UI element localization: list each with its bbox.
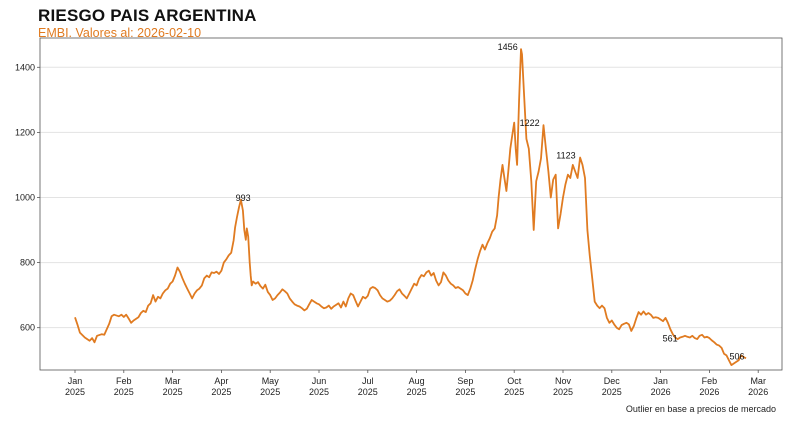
x-tick-label-month: Jul (362, 376, 374, 386)
x-tick-label-month: May (262, 376, 280, 386)
x-tick-label-year: 2025 (114, 387, 134, 397)
x-tick-label-year: 2025 (504, 387, 524, 397)
chart-subtitle: EMBI. Valores al: 2026-02-10 (38, 26, 202, 40)
x-tick-label-year: 2025 (553, 387, 573, 397)
data-label: 1456 (498, 42, 518, 52)
x-tick-label-year: 2025 (260, 387, 280, 397)
data-labels: 993 1456 1222 1123 561 506 (236, 42, 745, 361)
x-tick-label-year: 2026 (748, 387, 768, 397)
x-tick-label-month: Mar (750, 376, 766, 386)
footnote: Outlier en base a precios de mercado (625, 404, 776, 414)
data-label: 1123 (556, 150, 575, 160)
x-tick-label-month: Jan (68, 376, 83, 386)
gridlines (40, 66, 782, 329)
chart-title: RIESGO PAIS ARGENTINA (38, 6, 257, 25)
plot-frame (39, 37, 783, 371)
series-layer (74, 48, 747, 366)
x-tick-label-year: 2025 (309, 387, 329, 397)
x-tick-label-month: Jun (312, 376, 327, 386)
x-tick-label-year: 2025 (407, 387, 427, 397)
x-tick-label-month: Nov (555, 376, 572, 386)
axes: 600800100012001400Jan2025Feb2025Mar2025A… (15, 37, 783, 397)
x-tick-label-month: Oct (507, 376, 522, 386)
data-label: 561 (663, 333, 678, 343)
x-tick-label-year: 2026 (651, 387, 671, 397)
x-tick-label-year: 2025 (163, 387, 183, 397)
y-tick-label: 600 (20, 323, 35, 333)
x-tick-label-year: 2025 (602, 387, 622, 397)
y-tick-label: 1400 (15, 62, 35, 72)
data-label: 993 (236, 193, 251, 203)
x-tick-label-year: 2025 (455, 387, 475, 397)
x-tick-label-year: 2025 (358, 387, 378, 397)
data-label: 506 (729, 351, 744, 361)
series-line (74, 48, 747, 366)
x-tick-label-month: Feb (702, 376, 718, 386)
x-tick-label-month: Sep (457, 376, 473, 386)
y-tick-label: 800 (20, 258, 35, 268)
x-tick-label-month: Apr (214, 376, 228, 386)
x-tick-label-month: Aug (409, 376, 425, 386)
x-tick-label-year: 2026 (699, 387, 719, 397)
y-tick-label: 1000 (15, 192, 35, 202)
x-tick-label-month: Feb (116, 376, 132, 386)
x-tick-label-month: Dec (604, 376, 621, 386)
x-tick-label-month: Jan (653, 376, 668, 386)
x-tick-label-month: Mar (165, 376, 181, 386)
x-tick-label-year: 2025 (211, 387, 231, 397)
data-label: 1222 (520, 118, 540, 128)
y-tick-label: 1200 (15, 127, 35, 137)
x-tick-label-year: 2025 (65, 387, 85, 397)
